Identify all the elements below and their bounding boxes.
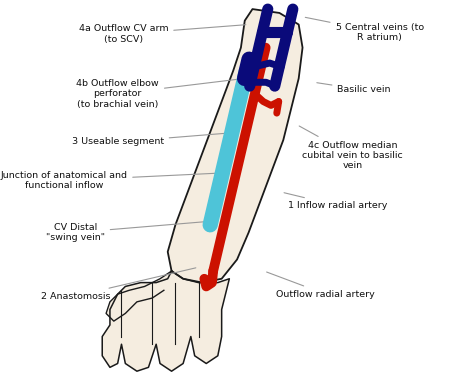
Text: Basilic vein: Basilic vein (317, 83, 391, 95)
Text: Outflow radial artery: Outflow radial artery (266, 272, 375, 299)
Polygon shape (106, 271, 172, 321)
Text: 4a Outflow CV arm
(to SCV): 4a Outflow CV arm (to SCV) (79, 24, 246, 44)
Text: 3 Useable segment: 3 Useable segment (72, 133, 234, 147)
Text: 5 Central veins (to
R atrium): 5 Central veins (to R atrium) (305, 17, 424, 42)
Text: 4b Outflow elbow
perforator
(to brachial vein): 4b Outflow elbow perforator (to brachial… (76, 79, 242, 109)
Text: 1 Inflow radial artery: 1 Inflow radial artery (284, 193, 387, 210)
Text: 4c Outflow median
cubital vein to basilic
vein: 4c Outflow median cubital vein to basili… (299, 126, 403, 170)
Polygon shape (102, 271, 229, 371)
Polygon shape (168, 9, 302, 282)
Text: CV Distal
"swing vein": CV Distal "swing vein" (46, 221, 211, 242)
Text: Junction of anatomical and
functional inflow: Junction of anatomical and functional in… (0, 171, 223, 190)
Text: 2 Anastomosis: 2 Anastomosis (40, 268, 196, 301)
